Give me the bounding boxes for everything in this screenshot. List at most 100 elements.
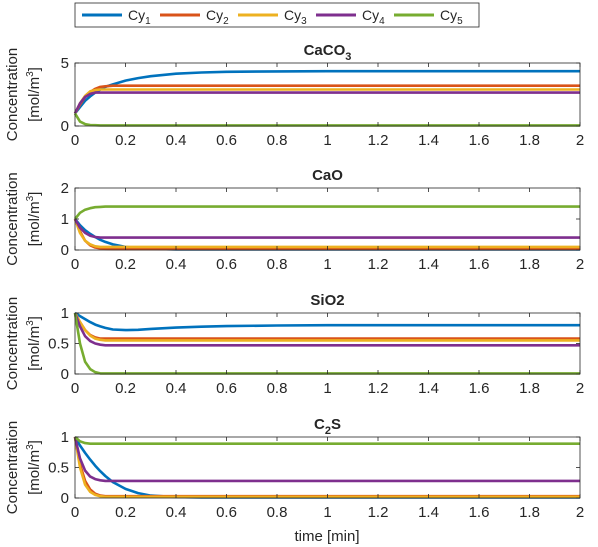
- x-tick-label: 0: [71, 256, 79, 273]
- x-tick-label: 1.8: [519, 132, 540, 149]
- y-axis-unit: [mol/m3]: [25, 316, 43, 371]
- y-tick-label: 5: [61, 55, 69, 72]
- y-tick-label: 1: [61, 429, 69, 446]
- series-line: [74, 436, 580, 446]
- subplot: C2S 0 0.2 0.4 0.6 0.8 1 1.2 1.4 1.6 1.8 2 0 0.5 1 Conce…: [4, 416, 584, 521]
- subplot: CaO 0 0.2 0.4 0.6 0.8 1 1.2 1.4 1.6 1.8 2 0 1 2 Concent…: [4, 167, 584, 273]
- x-axis-label: time [min]: [294, 528, 359, 545]
- x-tick-label: 0.2: [115, 256, 136, 273]
- series-line: [73, 312, 580, 375]
- x-tick-label: 0.2: [115, 504, 136, 521]
- x-tick-label: 1.4: [418, 504, 439, 521]
- x-tick-label: 0.4: [166, 132, 187, 149]
- x-tick-label: 2: [576, 504, 584, 521]
- x-tick-label: 0.6: [216, 256, 237, 273]
- x-tick-label: 1: [323, 256, 331, 273]
- x-tick-label: 0.6: [216, 132, 237, 149]
- x-tick-label: 0.8: [267, 256, 288, 273]
- x-tick-label: 1.6: [469, 380, 490, 397]
- x-tick-label: 1.8: [519, 504, 540, 521]
- y-axis-label: Concentration: [4, 172, 21, 265]
- x-tick-label: 0.2: [115, 380, 136, 397]
- x-tick-label: 0: [71, 380, 79, 397]
- legend-entry: Cy1: [128, 7, 151, 27]
- y-tick-label: 1: [61, 211, 69, 228]
- subplot-title: CaO: [312, 167, 343, 184]
- subplot-title: C2S: [314, 416, 341, 437]
- x-tick-label: 1: [323, 504, 331, 521]
- legend-entry: Cy5: [440, 7, 463, 27]
- x-tick-label: 0.2: [115, 132, 136, 149]
- series-line: [73, 112, 580, 127]
- x-tick-label: 1.2: [368, 132, 389, 149]
- series-line: [73, 218, 580, 251]
- x-tick-label: 1.2: [368, 256, 389, 273]
- y-tick-label: 1: [61, 305, 69, 322]
- x-tick-label: 0.6: [216, 380, 237, 397]
- x-tick-label: 1.8: [519, 380, 540, 397]
- x-tick-label: 1.4: [418, 256, 439, 273]
- series-line: [73, 205, 580, 220]
- y-tick-label: 0: [61, 242, 69, 259]
- x-tick-label: 1.8: [519, 256, 540, 273]
- axes-box: [74, 312, 581, 375]
- series-line: [73, 312, 580, 342]
- x-tick-label: 0.8: [267, 132, 288, 149]
- series-line: [73, 436, 580, 483]
- x-tick-label: 1.6: [469, 132, 490, 149]
- x-tick-label: 1.6: [469, 504, 490, 521]
- y-tick-label: 0.5: [48, 336, 69, 353]
- series-line: [73, 436, 580, 499]
- x-tick-label: 1.4: [418, 132, 439, 149]
- x-tick-label: 1.2: [368, 504, 389, 521]
- series-line: [73, 91, 580, 114]
- axes-box: [74, 187, 581, 251]
- y-tick-label: 0: [61, 366, 69, 383]
- series-line: [73, 436, 580, 499]
- legend: Cy1 Cy2 Cy3 Cy4 Cy5: [74, 2, 480, 28]
- x-tick-label: 0.4: [166, 504, 187, 521]
- y-tick-label: 0: [61, 490, 69, 507]
- series-line: [73, 88, 580, 114]
- y-axis-unit: [mol/m3]: [25, 440, 43, 495]
- x-tick-label: 0.6: [216, 504, 237, 521]
- x-tick-label: 0.4: [166, 256, 187, 273]
- legend-entry: Cy4: [362, 7, 385, 27]
- subplots: CaCO3 0 0.2 0.4 0.6 0.8 1 1.2 1.4 1.6 1.8 2 0 5 Concen…: [4, 42, 584, 521]
- x-tick-label: 0.8: [267, 380, 288, 397]
- series-line: [73, 69, 580, 115]
- x-tick-label: 0.8: [267, 504, 288, 521]
- x-tick-label: 0: [71, 132, 79, 149]
- y-axis-label: Concentration: [4, 297, 21, 390]
- x-tick-label: 1: [323, 132, 331, 149]
- x-tick-label: 1.4: [418, 380, 439, 397]
- x-tick-label: 2: [576, 380, 584, 397]
- y-tick-label: 0.5: [48, 460, 69, 477]
- series-line: [73, 312, 580, 347]
- series-line: [73, 436, 580, 498]
- x-tick-label: 0: [71, 504, 79, 521]
- x-tick-label: 1.6: [469, 256, 490, 273]
- subplot-title: SiO2: [310, 292, 344, 309]
- series-line: [73, 218, 580, 251]
- series-line: [74, 311, 580, 332]
- x-tick-label: 0.4: [166, 380, 187, 397]
- y-axis-label: Concentration: [4, 48, 21, 141]
- x-tick-label: 2: [576, 132, 584, 149]
- y-tick-label: 0: [61, 118, 69, 135]
- series-line: [73, 218, 580, 249]
- axes-box: [74, 436, 581, 499]
- legend-entry: Cy3: [284, 7, 307, 27]
- y-axis-label: Concentration: [4, 421, 21, 514]
- x-tick-label: 1.2: [368, 380, 389, 397]
- x-tick-label: 2: [576, 256, 584, 273]
- y-axis-unit: [mol/m3]: [25, 192, 43, 247]
- series-line: [73, 218, 580, 239]
- subplot: CaCO3 0 0.2 0.4 0.6 0.8 1 1.2 1.4 1.6 1.8 2 0 5 Concen…: [4, 42, 584, 149]
- subplot: SiO2 0 0.2 0.4 0.6 0.8 1 1.2 1.4 1.6 1.8 2 0 0.5 1 Conc…: [4, 292, 584, 397]
- y-tick-label: 2: [61, 180, 69, 197]
- legend-entry: Cy2: [206, 7, 229, 27]
- subplot-title: CaCO3: [304, 42, 352, 63]
- y-axis-unit: [mol/m3]: [25, 67, 43, 122]
